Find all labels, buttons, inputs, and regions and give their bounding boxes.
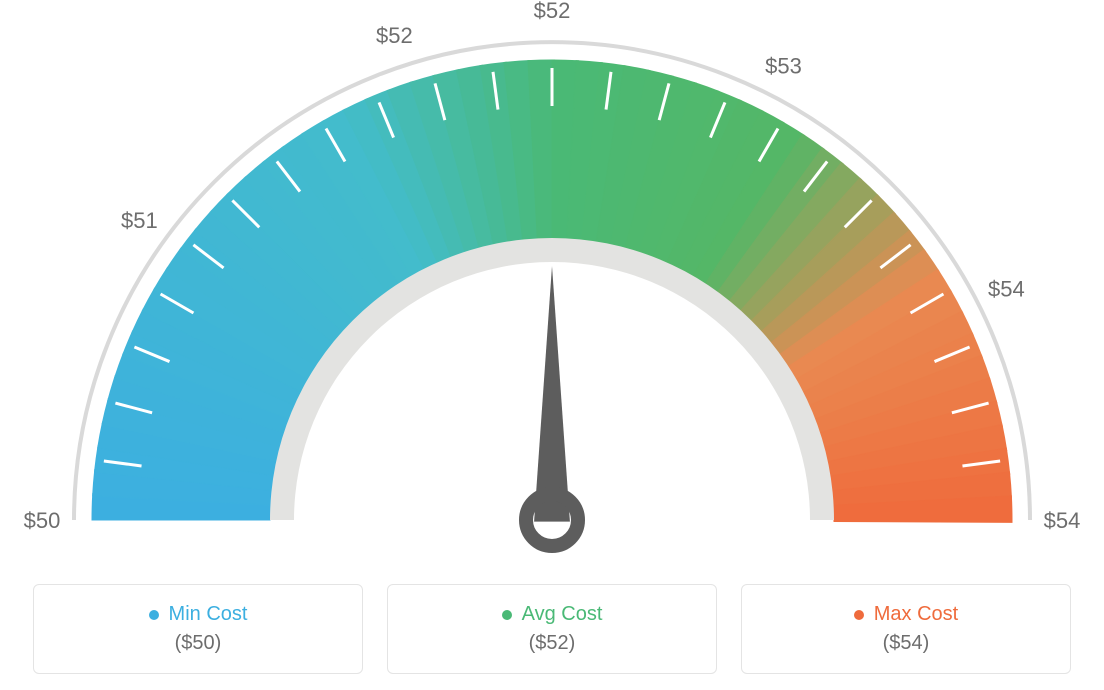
gauge-svg: $50 $51 $52 $52 $53 $54 $54	[0, 0, 1104, 560]
legend-max-card: Max Cost ($54)	[741, 584, 1071, 674]
svg-text:$54: $54	[988, 276, 1025, 301]
legend-min-value: ($50)	[175, 632, 222, 655]
svg-text:$51: $51	[121, 208, 158, 233]
legend-min-label: Min Cost	[169, 603, 248, 626]
legend-max-dot	[854, 610, 864, 620]
legend-max-value: ($54)	[883, 632, 930, 655]
legend-min-dot	[149, 610, 159, 620]
legend-min-card: Min Cost ($50)	[33, 584, 363, 674]
svg-text:$52: $52	[376, 23, 413, 48]
svg-text:$53: $53	[765, 54, 802, 79]
legend-avg-dot	[502, 610, 512, 620]
legend-avg-top: Avg Cost	[502, 603, 603, 626]
svg-text:$52: $52	[534, 0, 571, 23]
legend-row: Min Cost ($50) Avg Cost ($52) Max Cost (…	[0, 584, 1104, 674]
svg-text:$50: $50	[24, 508, 61, 533]
legend-avg-value: ($52)	[529, 632, 576, 655]
gauge-chart: $50 $51 $52 $52 $53 $54 $54	[0, 0, 1104, 560]
legend-max-label: Max Cost	[874, 603, 958, 626]
svg-text:$54: $54	[1044, 508, 1081, 533]
legend-min-top: Min Cost	[149, 603, 248, 626]
legend-avg-card: Avg Cost ($52)	[387, 584, 717, 674]
legend-max-top: Max Cost	[854, 603, 958, 626]
legend-avg-label: Avg Cost	[522, 603, 603, 626]
